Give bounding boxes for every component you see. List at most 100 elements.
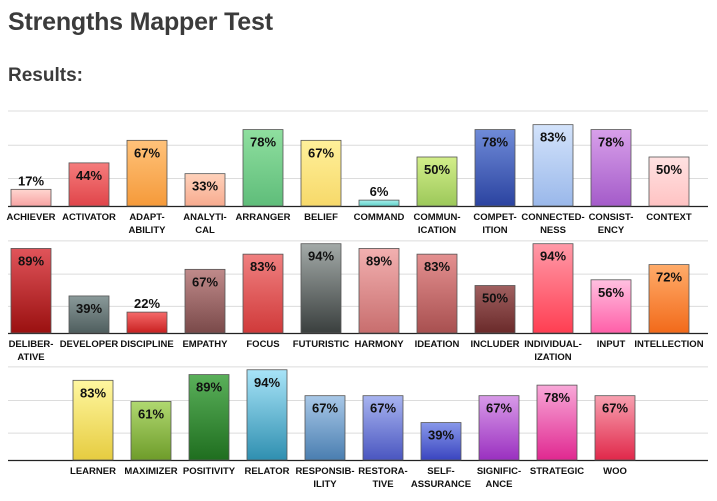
bar-value-label: 94% <box>308 249 334 264</box>
category-label: ACTIVATOR <box>62 212 116 223</box>
bar <box>242 253 284 334</box>
bar <box>242 129 284 207</box>
bar-value-label: 67% <box>486 401 512 416</box>
bar <box>68 162 110 207</box>
bar-value-label: 61% <box>138 406 164 421</box>
bar <box>72 379 114 461</box>
bar-value-label: 33% <box>192 179 218 194</box>
bar-value-label: 50% <box>424 162 450 177</box>
bar-value-label: 78% <box>250 135 276 150</box>
bar-value-label: 6% <box>370 184 389 199</box>
bar <box>594 395 636 461</box>
bar <box>126 311 168 334</box>
bar <box>416 156 458 207</box>
bar-value-label: 39% <box>428 428 454 443</box>
bar <box>184 173 226 207</box>
category-label: SIGNIFIC-ANCE <box>477 466 521 490</box>
bar-value-label: 83% <box>540 130 566 145</box>
bar <box>590 129 632 207</box>
bar-value-label: 83% <box>424 259 450 274</box>
bar-value-label: 39% <box>76 301 102 316</box>
bar-value-label: 67% <box>602 401 628 416</box>
category-label: RELATOR <box>244 466 289 477</box>
category-label: SELF-ASSURANCE <box>411 466 471 490</box>
bar-value-label: 67% <box>192 274 218 289</box>
bar <box>130 401 172 461</box>
results-heading: Results: <box>8 65 83 86</box>
category-label: POSITIVITY <box>183 466 236 477</box>
category-label: INDIVIDUAL-IZATION <box>524 339 582 363</box>
page-title: Strengths Mapper Test <box>8 8 273 36</box>
bar-value-label: 89% <box>196 380 222 395</box>
bar-value-label: 94% <box>254 375 280 390</box>
bar <box>362 395 404 461</box>
bar <box>188 374 230 461</box>
bar <box>532 243 574 334</box>
category-label: ARRANGER <box>236 212 291 223</box>
bar <box>126 139 168 207</box>
category-label: DELIBER-ATIVE <box>9 339 54 363</box>
bar-value-label: 67% <box>308 145 334 160</box>
category-label: CONNECTED-NESS <box>521 212 584 236</box>
category-label: STRATEGIC <box>530 466 584 477</box>
bar <box>300 139 342 207</box>
bar-value-label: 56% <box>598 285 624 300</box>
bar <box>300 243 342 334</box>
bar <box>358 199 400 207</box>
category-label: FUTURISTIC <box>293 339 350 350</box>
category-label: FOCUS <box>246 339 279 350</box>
bar <box>10 188 52 207</box>
bar-value-label: 50% <box>482 291 508 306</box>
category-label: COMMUN-ICATION <box>414 212 461 236</box>
bar <box>246 369 288 461</box>
bar-value-label: 78% <box>482 135 508 150</box>
category-label: MAXIMIZER <box>124 466 177 477</box>
category-label: ANALYTI-CAL <box>183 212 226 236</box>
bar-value-label: 67% <box>134 145 160 160</box>
bar <box>536 384 578 461</box>
bar <box>590 279 632 334</box>
category-label: DEVELOPER <box>60 339 119 350</box>
bar-value-label: 44% <box>76 168 102 183</box>
bar <box>474 129 516 207</box>
category-label: RESPONSIB-ILITY <box>295 466 354 490</box>
category-label: ADAPT-ABILITY <box>129 212 167 236</box>
bar <box>184 268 226 334</box>
bar <box>648 264 690 334</box>
category-label: IDEATION <box>415 339 460 350</box>
category-label: WOO <box>603 466 627 477</box>
bar <box>416 253 458 334</box>
category-label: INTELLECTION <box>634 339 703 350</box>
bar-value-label: 50% <box>656 162 682 177</box>
category-label: LEARNER <box>70 466 116 477</box>
category-label: COMMAND <box>354 212 405 223</box>
bar <box>532 124 574 207</box>
category-label: COMPET-ITION <box>473 212 516 236</box>
bar <box>648 156 690 207</box>
category-label: INPUT <box>597 339 626 350</box>
bar-value-label: 83% <box>80 385 106 400</box>
bar <box>358 248 400 334</box>
bar-value-label: 83% <box>250 259 276 274</box>
bar-value-label: 72% <box>656 270 682 285</box>
bar-value-label: 94% <box>540 249 566 264</box>
bar-value-label: 22% <box>134 296 160 311</box>
bar-value-label: 67% <box>370 401 396 416</box>
bar <box>478 395 520 461</box>
bar-value-label: 78% <box>544 390 570 405</box>
category-label: BELIEF <box>304 212 338 223</box>
bar-value-label: 89% <box>366 253 392 268</box>
bar <box>304 395 346 461</box>
category-label: DISCIPLINE <box>120 339 173 350</box>
category-label: RESTORA-TIVE <box>358 466 407 490</box>
category-label: INCLUDER <box>470 339 519 350</box>
bar <box>68 295 110 334</box>
category-label: CONSIST-ENCY <box>589 212 634 236</box>
bar-value-label: 17% <box>18 173 44 188</box>
bar <box>10 248 52 334</box>
bar-value-label: 78% <box>598 135 624 150</box>
category-label: ACHIEVER <box>6 212 55 223</box>
bar-value-label: 67% <box>312 401 338 416</box>
bar <box>420 422 462 461</box>
